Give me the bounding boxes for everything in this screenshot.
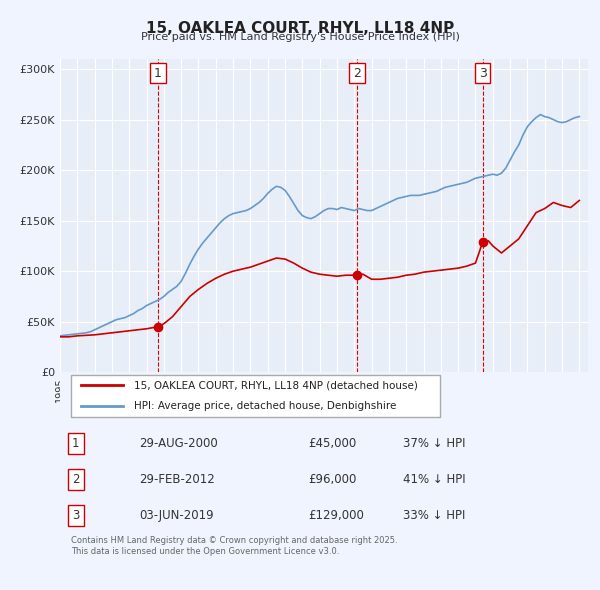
Text: 3: 3 — [72, 509, 80, 522]
Text: 15, OAKLEA COURT, RHYL, LL18 4NP: 15, OAKLEA COURT, RHYL, LL18 4NP — [146, 21, 454, 35]
Text: £45,000: £45,000 — [308, 437, 356, 450]
Text: 2: 2 — [353, 67, 361, 80]
Text: Contains HM Land Registry data © Crown copyright and database right 2025.
This d: Contains HM Land Registry data © Crown c… — [71, 536, 397, 556]
Text: 15, OAKLEA COURT, RHYL, LL18 4NP (detached house): 15, OAKLEA COURT, RHYL, LL18 4NP (detach… — [134, 381, 418, 391]
Text: 2: 2 — [72, 473, 80, 486]
Text: Price paid vs. HM Land Registry's House Price Index (HPI): Price paid vs. HM Land Registry's House … — [140, 32, 460, 42]
Text: 37% ↓ HPI: 37% ↓ HPI — [403, 437, 466, 450]
Text: 29-AUG-2000: 29-AUG-2000 — [139, 437, 218, 450]
Text: 33% ↓ HPI: 33% ↓ HPI — [403, 509, 466, 522]
Text: HPI: Average price, detached house, Denbighshire: HPI: Average price, detached house, Denb… — [134, 401, 396, 411]
Text: 29-FEB-2012: 29-FEB-2012 — [139, 473, 215, 486]
Text: 1: 1 — [154, 67, 162, 80]
FancyBboxPatch shape — [71, 375, 440, 417]
Text: 1: 1 — [72, 437, 80, 450]
Text: 41% ↓ HPI: 41% ↓ HPI — [403, 473, 466, 486]
Text: £96,000: £96,000 — [308, 473, 356, 486]
Text: £129,000: £129,000 — [308, 509, 364, 522]
Text: 03-JUN-2019: 03-JUN-2019 — [139, 509, 214, 522]
Text: 3: 3 — [479, 67, 487, 80]
